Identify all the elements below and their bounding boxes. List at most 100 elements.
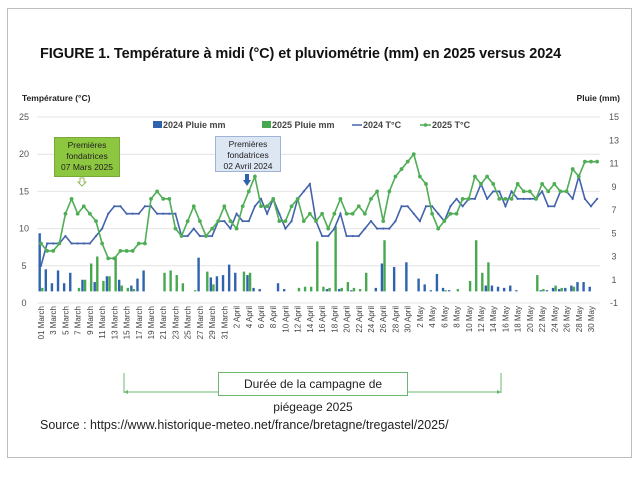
rain-bar-2025 xyxy=(242,271,246,292)
temp-2024-point xyxy=(266,212,269,215)
rain-bar-2025 xyxy=(322,286,325,292)
temp-2024-point xyxy=(247,220,250,223)
rain-bar-2025 xyxy=(114,256,117,292)
annotation-line: fondatrices xyxy=(227,150,269,160)
temp-2025-point xyxy=(369,196,373,201)
temp-2025-point xyxy=(454,211,459,216)
temp-2025-point xyxy=(252,174,257,179)
x-tick-label: 12 May xyxy=(477,306,486,332)
temp-2024-point xyxy=(253,205,256,208)
rain-bar-2024 xyxy=(325,289,329,292)
temp-2025-point xyxy=(576,174,581,179)
rain-bar-2024 xyxy=(484,285,488,292)
y2-tick-label: 11 xyxy=(609,159,618,169)
y-tick-label: 0 xyxy=(21,298,26,308)
temp-2024-point xyxy=(308,182,311,186)
temp-2024-point xyxy=(589,205,593,208)
temp-2024-point xyxy=(64,234,67,238)
rain-bar-2024 xyxy=(557,289,561,292)
temp-2024-point xyxy=(162,212,165,215)
x-tick-label: 5 March xyxy=(61,306,70,335)
x-tick-label: 26 May xyxy=(563,306,572,332)
temp-2024-line xyxy=(40,173,598,267)
temp-2024-point xyxy=(461,205,464,208)
rain-bar-2024 xyxy=(252,287,255,292)
temp-2025-point xyxy=(436,226,441,231)
x-tick-label: 16 May xyxy=(501,306,510,332)
temp-2024-point xyxy=(510,190,513,193)
arrow-left-icon xyxy=(124,390,128,394)
temp-2024-point xyxy=(198,234,201,238)
temp-2024-point xyxy=(345,234,348,238)
temp-2025-point xyxy=(479,182,483,186)
x-tick-label: 28 April xyxy=(391,306,400,333)
temp-2025-point xyxy=(179,234,184,238)
x-tick-label: 6 May xyxy=(440,306,449,328)
rain-bar-2024 xyxy=(197,257,200,292)
rain-bar-2024 xyxy=(142,270,145,292)
x-tick-label: 27 March xyxy=(196,306,205,339)
temp-2024-point xyxy=(522,197,525,200)
temp-2024-point xyxy=(504,205,507,208)
rain-bar-2024 xyxy=(215,276,219,292)
rain-bar-2024 xyxy=(38,233,41,292)
rain-bar-2024 xyxy=(435,273,439,292)
temp-2025-point xyxy=(161,196,166,201)
temp-2024-point xyxy=(351,234,354,238)
temp-2025-point xyxy=(393,174,398,179)
temp-2025-point xyxy=(466,196,471,201)
temp-2025-point xyxy=(332,211,337,216)
rain-bar-2025 xyxy=(83,279,87,292)
temp-2025-point xyxy=(527,189,532,194)
temp-2025-point xyxy=(259,204,263,209)
temp-2025-point xyxy=(350,211,355,216)
temp-2025-point xyxy=(387,189,392,194)
rain-bar-2025 xyxy=(316,241,319,292)
temp-2025-point xyxy=(142,241,147,246)
rain-bar-2024 xyxy=(374,287,378,292)
rain-bar-2025 xyxy=(352,287,356,292)
temp-2025-point xyxy=(106,256,111,261)
temp-2024-point xyxy=(412,212,415,215)
rain-bar-2024 xyxy=(576,282,579,292)
x-tick-label: 8 May xyxy=(453,306,462,328)
temp-2024-point xyxy=(94,234,98,238)
rain-bar-2024 xyxy=(350,290,353,292)
temp-2024-point xyxy=(76,242,79,245)
x-tick-label: 28 May xyxy=(575,306,584,332)
annotation-line: 07 Mars 2025 xyxy=(61,162,113,172)
temp-2025-point xyxy=(216,219,221,224)
temp-2025-point xyxy=(222,204,227,209)
temp-2024-point xyxy=(156,212,159,215)
rain-bar-2025 xyxy=(193,290,197,292)
temp-2024-point xyxy=(418,220,421,223)
temp-2025-point xyxy=(362,211,367,216)
x-tick-label: 2 April xyxy=(233,306,242,328)
temp-2025-line xyxy=(40,152,598,260)
temp-2025-point xyxy=(589,159,593,164)
rain-bar-2024 xyxy=(56,270,60,292)
rain-bar-2024 xyxy=(282,289,286,292)
temp-2025-point xyxy=(515,182,520,186)
x-tick-label: 30 April xyxy=(404,306,413,333)
rain-bar-2025 xyxy=(212,284,215,292)
temp-2025-point xyxy=(442,219,447,224)
rain-bar-2025 xyxy=(206,271,209,292)
temp-2025-point xyxy=(149,196,153,201)
x-tick-label: 31 March xyxy=(220,306,229,339)
legend-swatch-2024-rain xyxy=(153,121,162,128)
x-tick-label: 17 March xyxy=(135,306,144,339)
x-tick-label: 11 March xyxy=(98,306,107,339)
rain-bar-2025 xyxy=(309,286,313,292)
temp-2025-point xyxy=(51,249,56,253)
x-tick-label: 16 April xyxy=(318,306,327,333)
annotation-line: Premières xyxy=(67,140,107,150)
temp-2025-point xyxy=(240,204,245,209)
temp-2025-point xyxy=(417,174,422,179)
temp-2024-point xyxy=(376,227,379,230)
temp-2025-point xyxy=(57,241,62,246)
y2-tick-label: 9 xyxy=(611,182,616,192)
temp-2025-point xyxy=(460,196,465,201)
temp-2025-point xyxy=(307,211,312,216)
temp-2025-point xyxy=(509,196,514,201)
